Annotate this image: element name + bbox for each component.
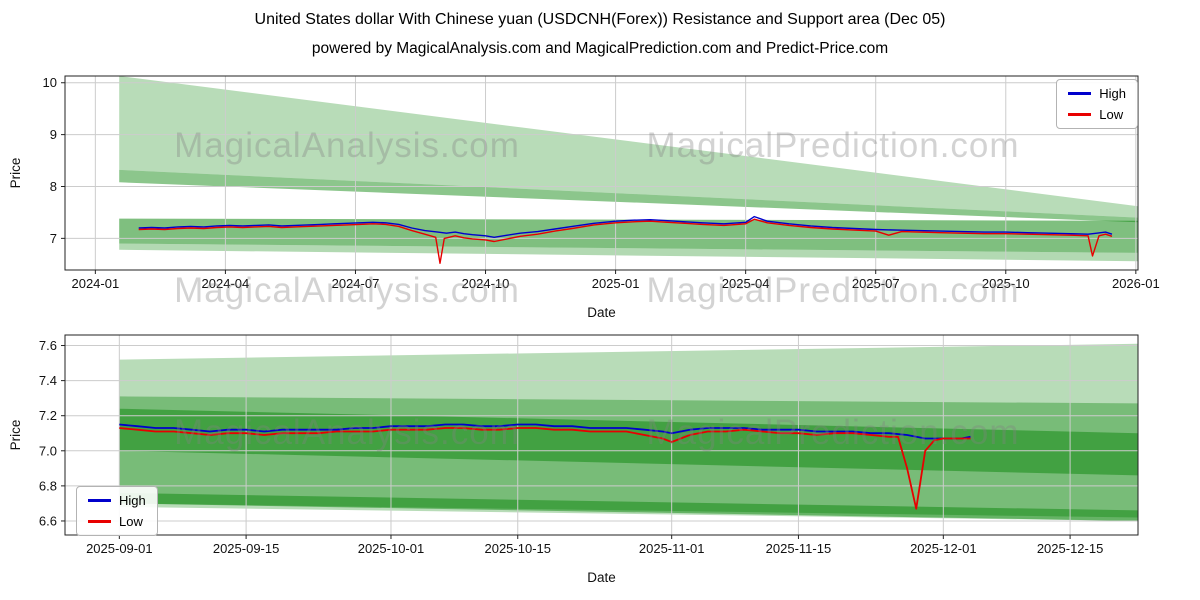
bottom-chart-legend: High Low — [76, 486, 158, 536]
svg-text:2025-07: 2025-07 — [852, 276, 900, 291]
legend-item-low: Low — [1068, 107, 1126, 122]
low-line-swatch — [1068, 113, 1092, 116]
svg-text:2025-10-15: 2025-10-15 — [484, 541, 551, 556]
svg-text:8: 8 — [50, 179, 57, 194]
page-title: United States dollar With Chinese yuan (… — [254, 11, 946, 28]
svg-text:Date: Date — [587, 570, 616, 585]
svg-text:6.8: 6.8 — [39, 478, 57, 493]
svg-text:Price: Price — [8, 158, 23, 189]
svg-text:7.6: 7.6 — [39, 338, 57, 353]
svg-text:2024-01: 2024-01 — [71, 276, 119, 291]
top-chart-legend: High Low — [1056, 79, 1138, 129]
svg-text:2024-10: 2024-10 — [462, 276, 510, 291]
legend-label-low: Low — [1099, 107, 1124, 122]
svg-text:2025-04: 2025-04 — [722, 276, 770, 291]
legend-label-low: Low — [119, 514, 143, 529]
high-line-swatch — [88, 499, 111, 502]
svg-text:2024-04: 2024-04 — [202, 276, 250, 291]
svg-text:2025-12-15: 2025-12-15 — [1037, 541, 1104, 556]
svg-text:2025-10-01: 2025-10-01 — [358, 541, 425, 556]
svg-text:7.0: 7.0 — [39, 443, 57, 458]
svg-text:2024-07: 2024-07 — [332, 276, 380, 291]
svg-text:2026-01: 2026-01 — [1112, 276, 1160, 291]
svg-text:2025-11-01: 2025-11-01 — [639, 541, 705, 556]
top-price-chart: 2024-01 2024-04 2024-07 2024-10 2025-01 2025-… — [8, 75, 1160, 320]
high-line-swatch — [1068, 92, 1092, 95]
svg-text:2025-10: 2025-10 — [982, 276, 1030, 291]
svg-text:Date: Date — [587, 305, 616, 320]
legend-label-high: High — [119, 493, 146, 508]
svg-text:2025-01: 2025-01 — [592, 276, 640, 291]
svg-text:2025-11-15: 2025-11-15 — [766, 541, 832, 556]
legend-item-high: High — [88, 493, 146, 508]
svg-text:2025-12-01: 2025-12-01 — [910, 541, 977, 556]
legend-item-low: Low — [88, 514, 146, 529]
svg-text:7.4: 7.4 — [39, 373, 57, 388]
svg-text:7: 7 — [50, 231, 57, 246]
svg-text:7.2: 7.2 — [39, 408, 57, 423]
svg-text:2025-09-01: 2025-09-01 — [86, 541, 153, 556]
svg-text:Price: Price — [8, 420, 23, 451]
bottom-price-chart: 2025-09-01 2025-09-15 2025-10-01 2025-10-15… — [8, 334, 1139, 585]
low-line-swatch — [88, 520, 111, 523]
svg-text:10: 10 — [43, 75, 57, 90]
page-subtitle: powered by MagicalAnalysis.com and Magic… — [311, 40, 889, 57]
svg-text:2025-09-15: 2025-09-15 — [213, 541, 280, 556]
legend-item-high: High — [1068, 86, 1126, 101]
svg-text:6.6: 6.6 — [39, 513, 57, 528]
svg-text:9: 9 — [50, 127, 57, 142]
legend-label-high: High — [1099, 86, 1126, 101]
